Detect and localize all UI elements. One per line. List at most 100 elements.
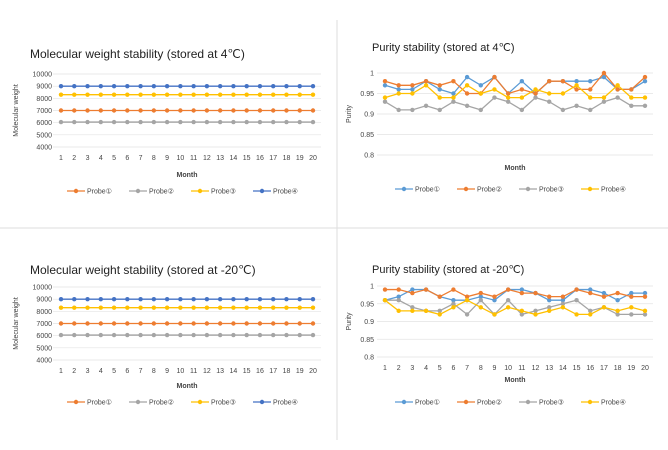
data-point — [629, 95, 634, 100]
data-point — [588, 308, 593, 314]
data-point — [72, 83, 77, 89]
series-line-4 — [384, 299, 646, 316]
chart-title: Molecular weight stability (stored at 4℃… — [30, 47, 245, 61]
data-point — [601, 99, 607, 104]
data-point — [204, 119, 210, 125]
data-point — [297, 119, 302, 125]
y-tick-label: 0.9 — [364, 112, 374, 119]
x-tick-label: 2 — [72, 155, 76, 162]
data-point — [505, 95, 511, 100]
data-point — [615, 290, 620, 296]
x-axis-label: Month — [177, 172, 198, 179]
data-point — [382, 287, 388, 292]
data-point — [574, 298, 579, 303]
x-tick-label: 6 — [451, 365, 455, 372]
x-axis-label: Month — [505, 165, 526, 172]
data-point — [560, 294, 566, 299]
x-tick-label: 7 — [465, 365, 469, 372]
data-point — [615, 312, 620, 317]
data-point — [382, 298, 388, 303]
data-point — [533, 312, 538, 317]
y-tick-label: 0.8 — [364, 355, 374, 362]
x-tick-label: 19 — [296, 155, 304, 162]
x-tick-label: 14 — [230, 155, 238, 162]
data-point — [151, 296, 157, 302]
data-point — [615, 87, 620, 92]
data-point — [451, 305, 456, 310]
x-tick-label: 11 — [190, 155, 197, 162]
data-point — [257, 296, 263, 302]
data-point — [98, 92, 103, 97]
x-tick-label: 5 — [112, 155, 116, 162]
data-point — [588, 312, 593, 317]
data-point — [629, 312, 634, 317]
data-point — [642, 294, 648, 299]
data-point — [217, 83, 223, 89]
x-tick-label: 20 — [309, 368, 317, 375]
data-point — [191, 108, 196, 113]
data-point — [310, 92, 316, 97]
legend-marker — [463, 399, 469, 405]
data-point — [588, 87, 593, 92]
x-tick-label: 7 — [139, 368, 143, 375]
data-point — [560, 91, 566, 96]
data-point — [437, 87, 442, 92]
data-point — [574, 312, 579, 317]
data-point — [257, 305, 263, 310]
data-point — [478, 294, 483, 299]
data-point — [138, 108, 143, 113]
data-point — [519, 308, 525, 314]
data-point — [244, 108, 249, 113]
data-point — [519, 87, 525, 92]
data-point — [111, 92, 117, 97]
legend-label: Probe① — [87, 188, 112, 196]
data-point — [588, 79, 593, 84]
y-tick-label: 5000 — [36, 345, 52, 352]
data-point — [178, 332, 183, 338]
data-point — [464, 298, 470, 303]
series-line-4 — [384, 84, 645, 99]
data-point — [547, 305, 552, 310]
x-tick-label: 2 — [72, 368, 76, 375]
series-line-2 — [385, 288, 645, 298]
data-point — [310, 332, 316, 338]
data-point — [451, 99, 456, 104]
data-point — [284, 108, 289, 113]
legend-label: Probe② — [477, 399, 502, 407]
data-point — [410, 308, 415, 314]
chart-3: Purity stability (stored at -20℃) 0.8 0.85… — [346, 264, 653, 407]
legend-item: Probe③ — [519, 399, 564, 407]
data-point — [72, 296, 77, 302]
data-point — [533, 95, 538, 100]
data-point — [217, 305, 223, 310]
x-tick-label: 17 — [269, 155, 277, 162]
data-point — [464, 103, 470, 109]
data-point — [58, 92, 64, 97]
x-tick-label: 4 — [99, 368, 103, 375]
legend-marker — [135, 188, 141, 194]
y-tick-label: 1 — [370, 284, 374, 291]
data-point — [284, 321, 289, 326]
data-point — [72, 332, 77, 338]
legend-label: Probe① — [415, 399, 440, 407]
data-point — [125, 108, 130, 113]
data-point — [244, 305, 249, 310]
legend-marker — [587, 186, 593, 192]
data-point — [138, 305, 143, 310]
data-point — [178, 321, 183, 326]
data-point — [85, 305, 90, 310]
y-tick-label: 7000 — [36, 108, 52, 115]
data-point — [642, 95, 648, 100]
data-point — [58, 119, 64, 125]
data-point — [284, 83, 289, 89]
x-tick-label: 8 — [479, 365, 483, 372]
data-point — [601, 70, 607, 76]
data-point — [588, 290, 593, 296]
data-point — [164, 108, 170, 113]
data-point — [72, 119, 77, 125]
data-point — [204, 92, 210, 97]
data-point — [410, 91, 415, 96]
series-line-1 — [384, 76, 646, 95]
legend-item: Probe④ — [581, 186, 626, 194]
legend-label: Probe② — [477, 186, 502, 194]
